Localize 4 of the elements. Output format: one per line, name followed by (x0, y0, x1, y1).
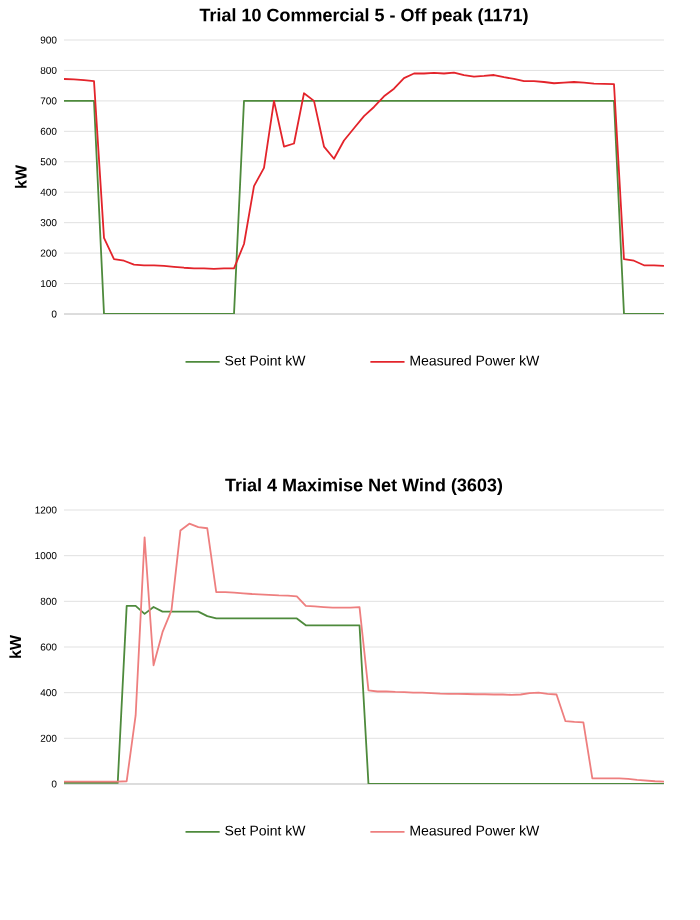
chart-title: Trial 4 Maximise Net Wind (3603) (225, 478, 503, 495)
y-axis-title: kW (9, 635, 21, 658)
y-axis-title: kW (14, 165, 27, 188)
chart-title: Trial 10 Commercial 5 - Off peak (1171) (199, 8, 528, 25)
